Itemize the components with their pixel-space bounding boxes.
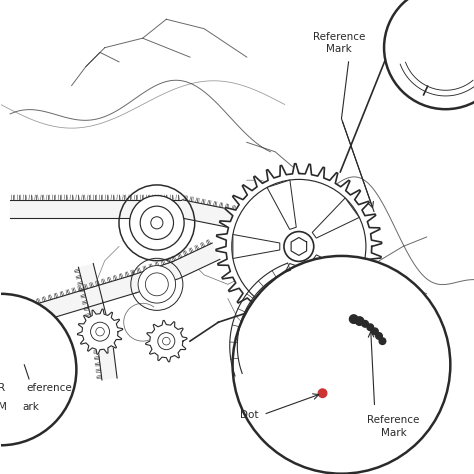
Circle shape — [384, 0, 474, 109]
Circle shape — [140, 206, 173, 239]
Polygon shape — [133, 200, 181, 218]
Polygon shape — [130, 262, 179, 293]
Circle shape — [372, 328, 378, 335]
Circle shape — [379, 338, 386, 345]
Circle shape — [349, 315, 358, 323]
Circle shape — [318, 389, 327, 398]
Text: Reference
Mark: Reference Mark — [367, 415, 419, 438]
Text: eference: eference — [27, 383, 73, 393]
Polygon shape — [36, 290, 89, 321]
Text: Dot: Dot — [240, 410, 258, 419]
Circle shape — [158, 333, 175, 350]
Circle shape — [284, 232, 314, 261]
Circle shape — [233, 256, 450, 474]
Circle shape — [129, 196, 184, 250]
Polygon shape — [179, 200, 229, 227]
Polygon shape — [312, 198, 359, 238]
Polygon shape — [97, 340, 117, 380]
Polygon shape — [225, 210, 264, 236]
Polygon shape — [233, 235, 280, 258]
Circle shape — [362, 320, 368, 327]
Circle shape — [96, 328, 104, 336]
Circle shape — [367, 324, 374, 330]
Text: R: R — [0, 383, 5, 393]
Polygon shape — [146, 320, 187, 362]
Circle shape — [376, 333, 383, 339]
Polygon shape — [312, 255, 359, 295]
Circle shape — [151, 217, 163, 229]
Circle shape — [356, 317, 364, 325]
Polygon shape — [88, 301, 112, 343]
Polygon shape — [267, 180, 296, 229]
Circle shape — [146, 273, 168, 296]
Circle shape — [91, 322, 109, 341]
Text: M: M — [0, 402, 7, 412]
Polygon shape — [77, 309, 123, 354]
Polygon shape — [78, 264, 103, 305]
Polygon shape — [10, 200, 133, 218]
Circle shape — [232, 179, 366, 313]
Circle shape — [0, 294, 76, 445]
Text: ark: ark — [22, 402, 39, 412]
Text: Reference
Mark: Reference Mark — [313, 32, 365, 54]
Polygon shape — [216, 164, 382, 329]
Polygon shape — [267, 264, 296, 313]
Circle shape — [163, 337, 170, 345]
Polygon shape — [7, 304, 41, 331]
Circle shape — [138, 265, 175, 303]
Polygon shape — [83, 276, 136, 307]
Polygon shape — [172, 243, 220, 278]
